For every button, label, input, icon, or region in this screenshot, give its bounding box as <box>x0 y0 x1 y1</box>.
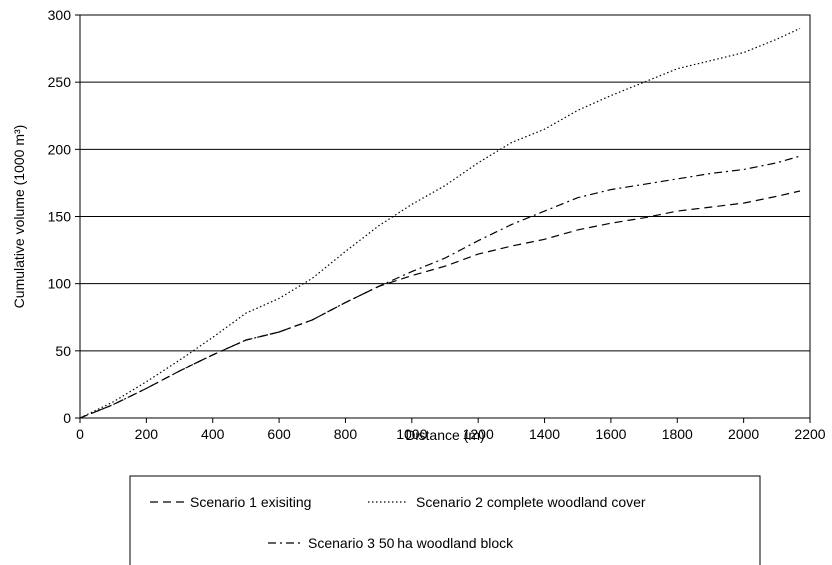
x-tick-label: 1800 <box>662 426 693 442</box>
series-line-scenario-2 <box>79 27 801 419</box>
x-tick-label: 0 <box>76 426 84 442</box>
gridlines <box>80 14 810 419</box>
legend-label-scenario-1: Scenario 1 exisiting <box>190 494 311 510</box>
x-tick-label: 600 <box>267 426 291 442</box>
y-tick-label: 200 <box>48 141 72 157</box>
x-tick-label: 1600 <box>595 426 626 442</box>
series-line-scenario-3 <box>79 155 801 419</box>
x-tick-label: 200 <box>135 426 159 442</box>
legend: Scenario 1 exisiting Scenario 2 complete… <box>129 475 761 565</box>
y-tick-label: 0 <box>63 410 71 426</box>
x-tick-label: 2000 <box>728 426 759 442</box>
y-tick-label: 100 <box>48 276 72 292</box>
x-tick-label: 1200 <box>463 426 494 442</box>
y-tick-label: 300 <box>48 7 72 23</box>
series-lines <box>79 27 801 419</box>
x-axis-title: Distance (m) <box>405 427 484 443</box>
x-tick-label: 1000 <box>396 426 427 442</box>
legend-box <box>129 475 761 565</box>
x-tick-label: 800 <box>334 426 358 442</box>
legend-label-scenario-3: Scenario 3 50 ha woodland block <box>308 535 514 551</box>
x-tick-label: 400 <box>201 426 225 442</box>
x-tick-label: 1400 <box>529 426 560 442</box>
y-tick-label: 250 <box>48 74 72 90</box>
y-tick-label: 150 <box>48 209 72 225</box>
y-tick-label: 50 <box>55 343 71 359</box>
series-line-scenario-1 <box>79 190 801 419</box>
x-tick-label: 2200 <box>794 426 825 442</box>
axis-ticks: 0 50 100 150 200 250 300 0 200 400 600 800 1000 1200 1… <box>48 7 826 442</box>
y-axis-title: Cumulative volume (1000 m³) <box>11 125 27 309</box>
legend-label-scenario-2: Scenario 2 complete woodland cover <box>416 494 646 510</box>
